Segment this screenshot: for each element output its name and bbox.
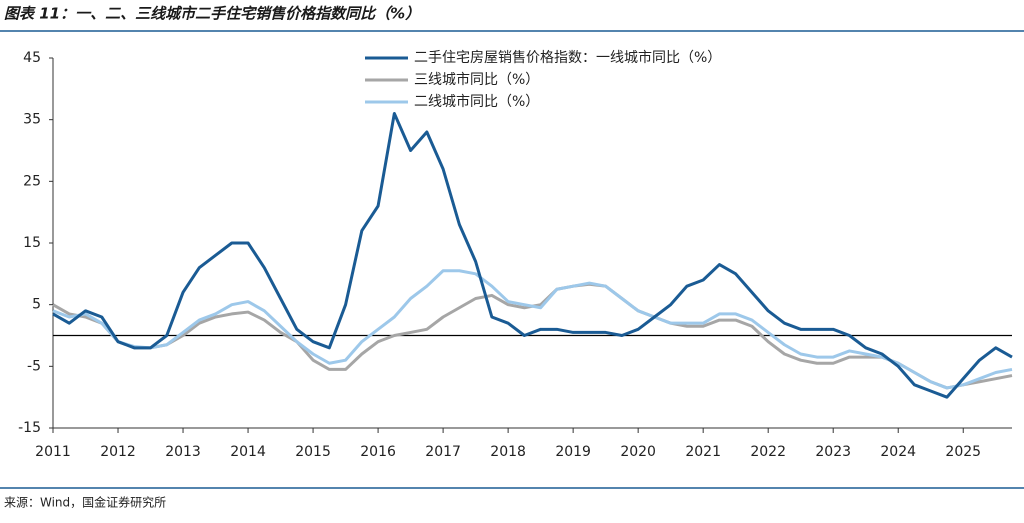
legend-label: 二手住宅房屋销售价格指数：一线城市同比（%） xyxy=(414,49,721,66)
x-tick-label: 2025 xyxy=(945,444,981,460)
x-tick-label: 2013 xyxy=(165,444,201,460)
y-tick-label: -5 xyxy=(27,358,41,374)
y-tick-label: 35 xyxy=(23,112,41,128)
source: 来源：Wind，国金证券研究所 xyxy=(4,495,166,510)
series-line xyxy=(52,269,1013,390)
x-tick-label: 2019 xyxy=(555,444,591,460)
legend-label: 二线城市同比（%） xyxy=(414,93,539,110)
x-tick-label: 2022 xyxy=(750,444,786,460)
x-tick-label: 2016 xyxy=(360,444,396,460)
x-tick-label: 2015 xyxy=(295,444,331,460)
series-line xyxy=(52,282,1013,390)
chart-title: 图表 11：一、二、三线城市二手住宅销售价格指数同比（%） xyxy=(4,5,420,23)
y-tick-label: 5 xyxy=(32,297,41,313)
x-tick-label: 2012 xyxy=(100,444,136,460)
x-tick-label: 2011 xyxy=(35,444,71,460)
series-line xyxy=(52,112,1013,399)
y-tick-label: 15 xyxy=(23,235,41,251)
y-tick-label: 25 xyxy=(23,173,41,189)
x-tick-label: 2021 xyxy=(685,444,721,460)
y-tick-label: -15 xyxy=(18,420,41,436)
x-tick-label: 2014 xyxy=(230,444,266,460)
legend-label: 三线城市同比（%） xyxy=(414,71,539,88)
x-tick-label: 2018 xyxy=(490,444,526,460)
x-tick-label: 2017 xyxy=(425,444,461,460)
x-tick-label: 2020 xyxy=(620,444,656,460)
x-tick-label: 2023 xyxy=(815,444,851,460)
x-tick-label: 2024 xyxy=(880,444,916,460)
y-tick-label: 45 xyxy=(23,50,41,66)
